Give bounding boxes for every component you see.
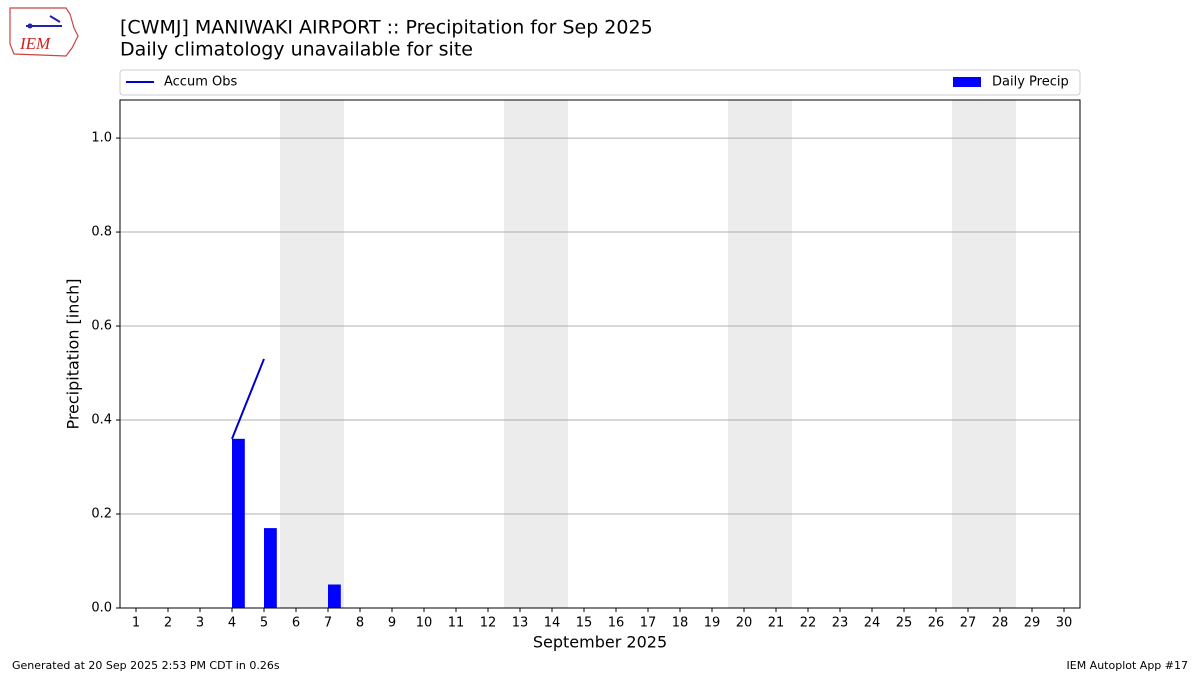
plot-frame xyxy=(119,99,1081,609)
x-tick-label: 9 xyxy=(388,616,396,631)
x-tick-label: 1 xyxy=(132,616,140,631)
x-tick-label: 2 xyxy=(164,616,172,631)
accum-line xyxy=(231,358,265,440)
x-tick-label: 25 xyxy=(896,616,913,631)
x-tick-label: 5 xyxy=(260,616,268,631)
x-tick-label: 26 xyxy=(928,616,945,631)
x-tick-label: 18 xyxy=(672,616,689,631)
x-tick-label: 20 xyxy=(736,616,753,631)
x-tick-label: 19 xyxy=(704,616,721,631)
y-tick-label: 0.0 xyxy=(91,601,112,616)
y-tick-label: 0.2 xyxy=(91,507,112,522)
bar xyxy=(232,438,245,608)
footer-right: IEM Autoplot App #17 xyxy=(1067,659,1189,672)
x-tick-label: 11 xyxy=(448,616,465,631)
y-tick-label: 0.4 xyxy=(91,413,112,428)
x-tick-label: 28 xyxy=(992,616,1009,631)
x-tick-label: 22 xyxy=(800,616,817,631)
weekend-shade xyxy=(504,100,568,608)
x-tick-label: 21 xyxy=(768,616,785,631)
x-tick-label: 15 xyxy=(576,616,593,631)
x-axis-label: September 2025 xyxy=(533,633,667,652)
footer-left: Generated at 20 Sep 2025 2:53 PM CDT in … xyxy=(12,659,280,672)
chart-subtitle: Daily climatology unavailable for site xyxy=(120,39,473,61)
x-tick-label: 3 xyxy=(196,616,204,631)
x-tick-label: 6 xyxy=(292,616,300,631)
x-tick-label: 13 xyxy=(512,616,529,631)
x-tick-label: 29 xyxy=(1024,616,1041,631)
x-tick-label: 30 xyxy=(1056,616,1073,631)
weekend-shade xyxy=(952,100,1016,608)
x-tick-label: 23 xyxy=(832,616,849,631)
weekend-shade xyxy=(728,100,792,608)
legend-swatch xyxy=(953,77,981,87)
bar xyxy=(328,584,341,608)
legend-label: Daily Precip xyxy=(992,75,1069,90)
x-tick-label: 4 xyxy=(228,616,236,631)
x-tick-label: 17 xyxy=(640,616,657,631)
x-tick-label: 10 xyxy=(416,616,433,631)
legend-label: Accum Obs xyxy=(164,75,237,90)
y-tick-label: 1.0 xyxy=(91,131,112,146)
x-tick-label: 27 xyxy=(960,616,977,631)
x-tick-label: 16 xyxy=(608,616,625,631)
weekend-shade xyxy=(280,100,344,608)
logo-text: IEM xyxy=(19,34,51,53)
y-tick-label: 0.6 xyxy=(91,319,112,334)
x-tick-label: 12 xyxy=(480,616,497,631)
x-tick-label: 24 xyxy=(864,616,881,631)
x-tick-label: 14 xyxy=(544,616,561,631)
y-tick-label: 0.8 xyxy=(91,225,112,240)
chart-title: [CWMJ] MANIWAKI AIRPORT :: Precipitation… xyxy=(120,17,653,39)
bar xyxy=(264,528,277,608)
legend-box xyxy=(119,69,1081,96)
x-tick-label: 7 xyxy=(324,616,332,631)
x-tick-label: 8 xyxy=(356,616,364,631)
logo: IEM xyxy=(9,7,79,57)
y-axis-label: Precipitation [inch] xyxy=(64,278,83,429)
